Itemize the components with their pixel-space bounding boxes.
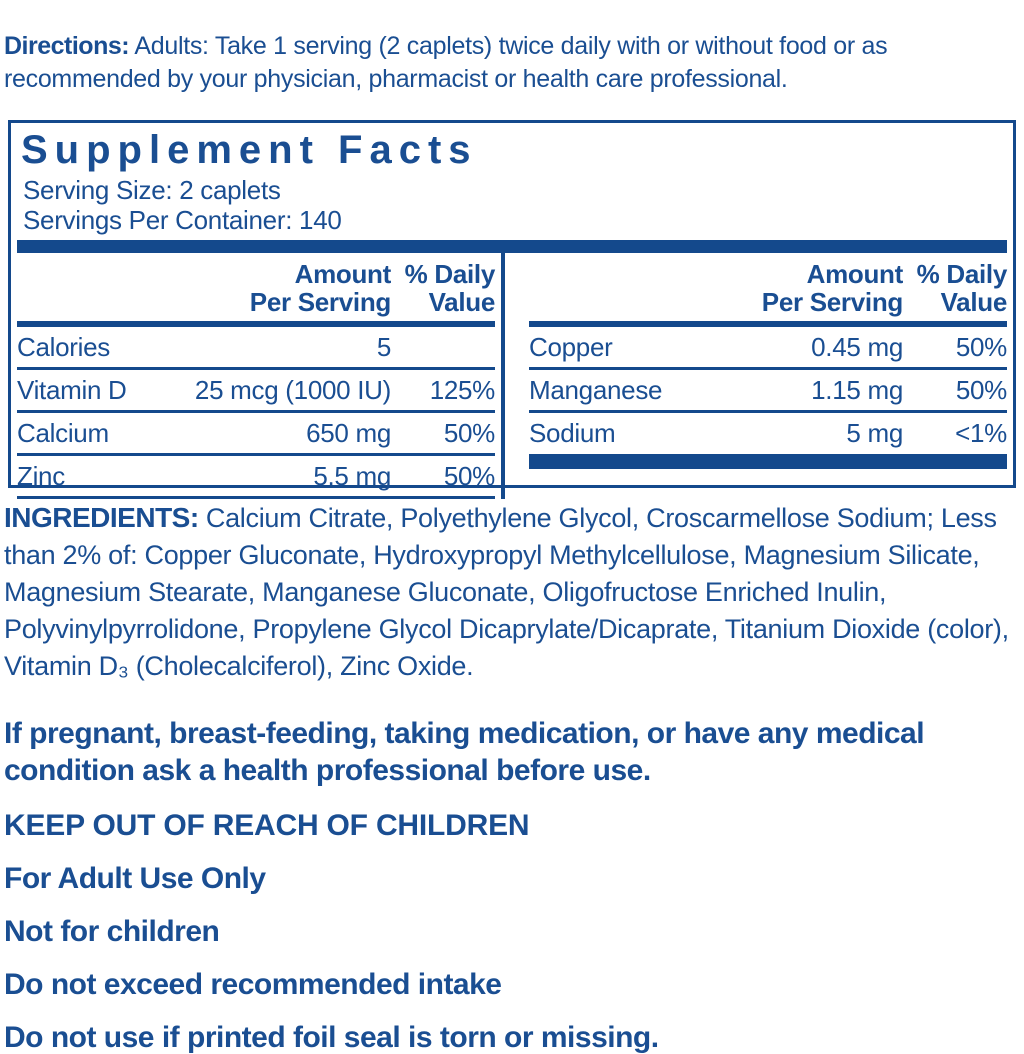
nutrient-amount: 25 mcg (1000 IU) [194, 375, 391, 405]
table-bottom-bar [529, 454, 1007, 469]
ingredients-text: Calcium Citrate, Polyethylene Glycol, Cr… [4, 503, 1009, 681]
directions-label: Directions: [4, 32, 130, 60]
table-top-bar [17, 240, 1007, 253]
table-row-calories: Calories 5 [17, 327, 495, 370]
column-header-right: Amount Per Serving % Daily Value [529, 253, 1007, 327]
supplement-facts-panel: Supplement Facts Serving Size: 2 caplets… [8, 120, 1016, 499]
nutrient-dv: 50% [955, 332, 1007, 362]
serving-size: Serving Size: 2 caplets [23, 175, 281, 205]
amount-per-serving-header: Amount Per Serving [761, 259, 904, 317]
amount-header-line2: Per Serving [761, 287, 904, 317]
nutrient-dv: 50% [443, 461, 495, 491]
table-row-zinc: Zinc 5.5 mg 50% [17, 456, 495, 499]
supplement-facts-title: Supplement Facts [21, 128, 478, 172]
table-row-manganese: Manganese 1.15 mg 50% [529, 370, 1007, 413]
dv-header-line2: Value [428, 287, 496, 317]
servings-per-container: Servings Per Container: 140 [23, 205, 342, 235]
daily-value-header: % Daily Value [391, 259, 496, 317]
table-row-vitamin-d: Vitamin D 25 mcg (1000 IU) 125% [17, 370, 495, 413]
column-header-left: Amount Per Serving % Daily Value [17, 253, 495, 327]
amount-header-line1: Amount [806, 259, 904, 289]
nutrient-name: Calories [17, 332, 110, 362]
nutrient-name: Copper [529, 332, 613, 362]
dv-header-line1: % Daily [404, 259, 496, 289]
nutrient-dv: 50% [955, 375, 1007, 405]
pregnancy-warning: If pregnant, breast-feeding, taking medi… [4, 717, 925, 787]
ingredients-paragraph: INGREDIENTS: Calcium Citrate, Polyethyle… [4, 499, 1020, 685]
facts-column-right: Amount Per Serving % Daily Value Copper … [505, 253, 1007, 499]
adult-use-only-line: For Adult Use Only [4, 862, 266, 895]
ingredients-label: INGREDIENTS: [4, 502, 199, 533]
amount-header-line1: Amount [294, 259, 392, 289]
daily-value-header: % Daily Value [903, 259, 1008, 317]
facts-columns: Amount Per Serving % Daily Value Calorie… [17, 253, 1007, 499]
nutrient-amount: 5.5 mg [313, 461, 391, 491]
table-row-sodium: Sodium 5 mg <1% [529, 413, 1007, 453]
nutrient-dv: 125% [429, 375, 496, 405]
foil-seal-warning: Do not use if printed foil seal is torn … [4, 1021, 659, 1054]
amount-per-serving-header: Amount Per Serving [249, 259, 392, 317]
nutrient-amount: 5 [376, 332, 391, 362]
nutrient-name: Sodium [529, 418, 616, 448]
nutrient-name: Vitamin D [17, 375, 127, 405]
nutrient-dv: <1% [955, 418, 1007, 448]
column-divider [501, 253, 505, 499]
dv-header-line2: Value [940, 287, 1008, 317]
nutrient-name: Calcium [17, 418, 109, 448]
nutrient-amount: 5 mg [846, 418, 903, 448]
directions-paragraph: Directions: Adults: Take 1 serving (2 ca… [0, 25, 1024, 95]
nutrient-amount: 650 mg [306, 418, 391, 448]
directions-text: Adults: Take 1 serving (2 caplets) twice… [4, 32, 888, 93]
nutrient-name: Zinc [17, 461, 65, 491]
nutrient-amount: 0.45 mg [811, 332, 903, 362]
not-for-children-line: Not for children [4, 915, 220, 948]
dv-header-line1: % Daily [916, 259, 1008, 289]
table-row-copper: Copper 0.45 mg 50% [529, 327, 1007, 370]
keep-out-of-reach-warning: KEEP OUT OF REACH OF CHILDREN [4, 809, 530, 842]
facts-column-left: Amount Per Serving % Daily Value Calorie… [17, 253, 501, 499]
do-not-exceed-line: Do not exceed recommended intake [4, 968, 502, 1001]
nutrient-name: Manganese [529, 375, 663, 405]
amount-header-line2: Per Serving [249, 287, 392, 317]
nutrient-amount: 1.15 mg [811, 375, 903, 405]
nutrient-dv: 50% [443, 418, 495, 448]
table-row-calcium: Calcium 650 mg 50% [17, 413, 495, 456]
